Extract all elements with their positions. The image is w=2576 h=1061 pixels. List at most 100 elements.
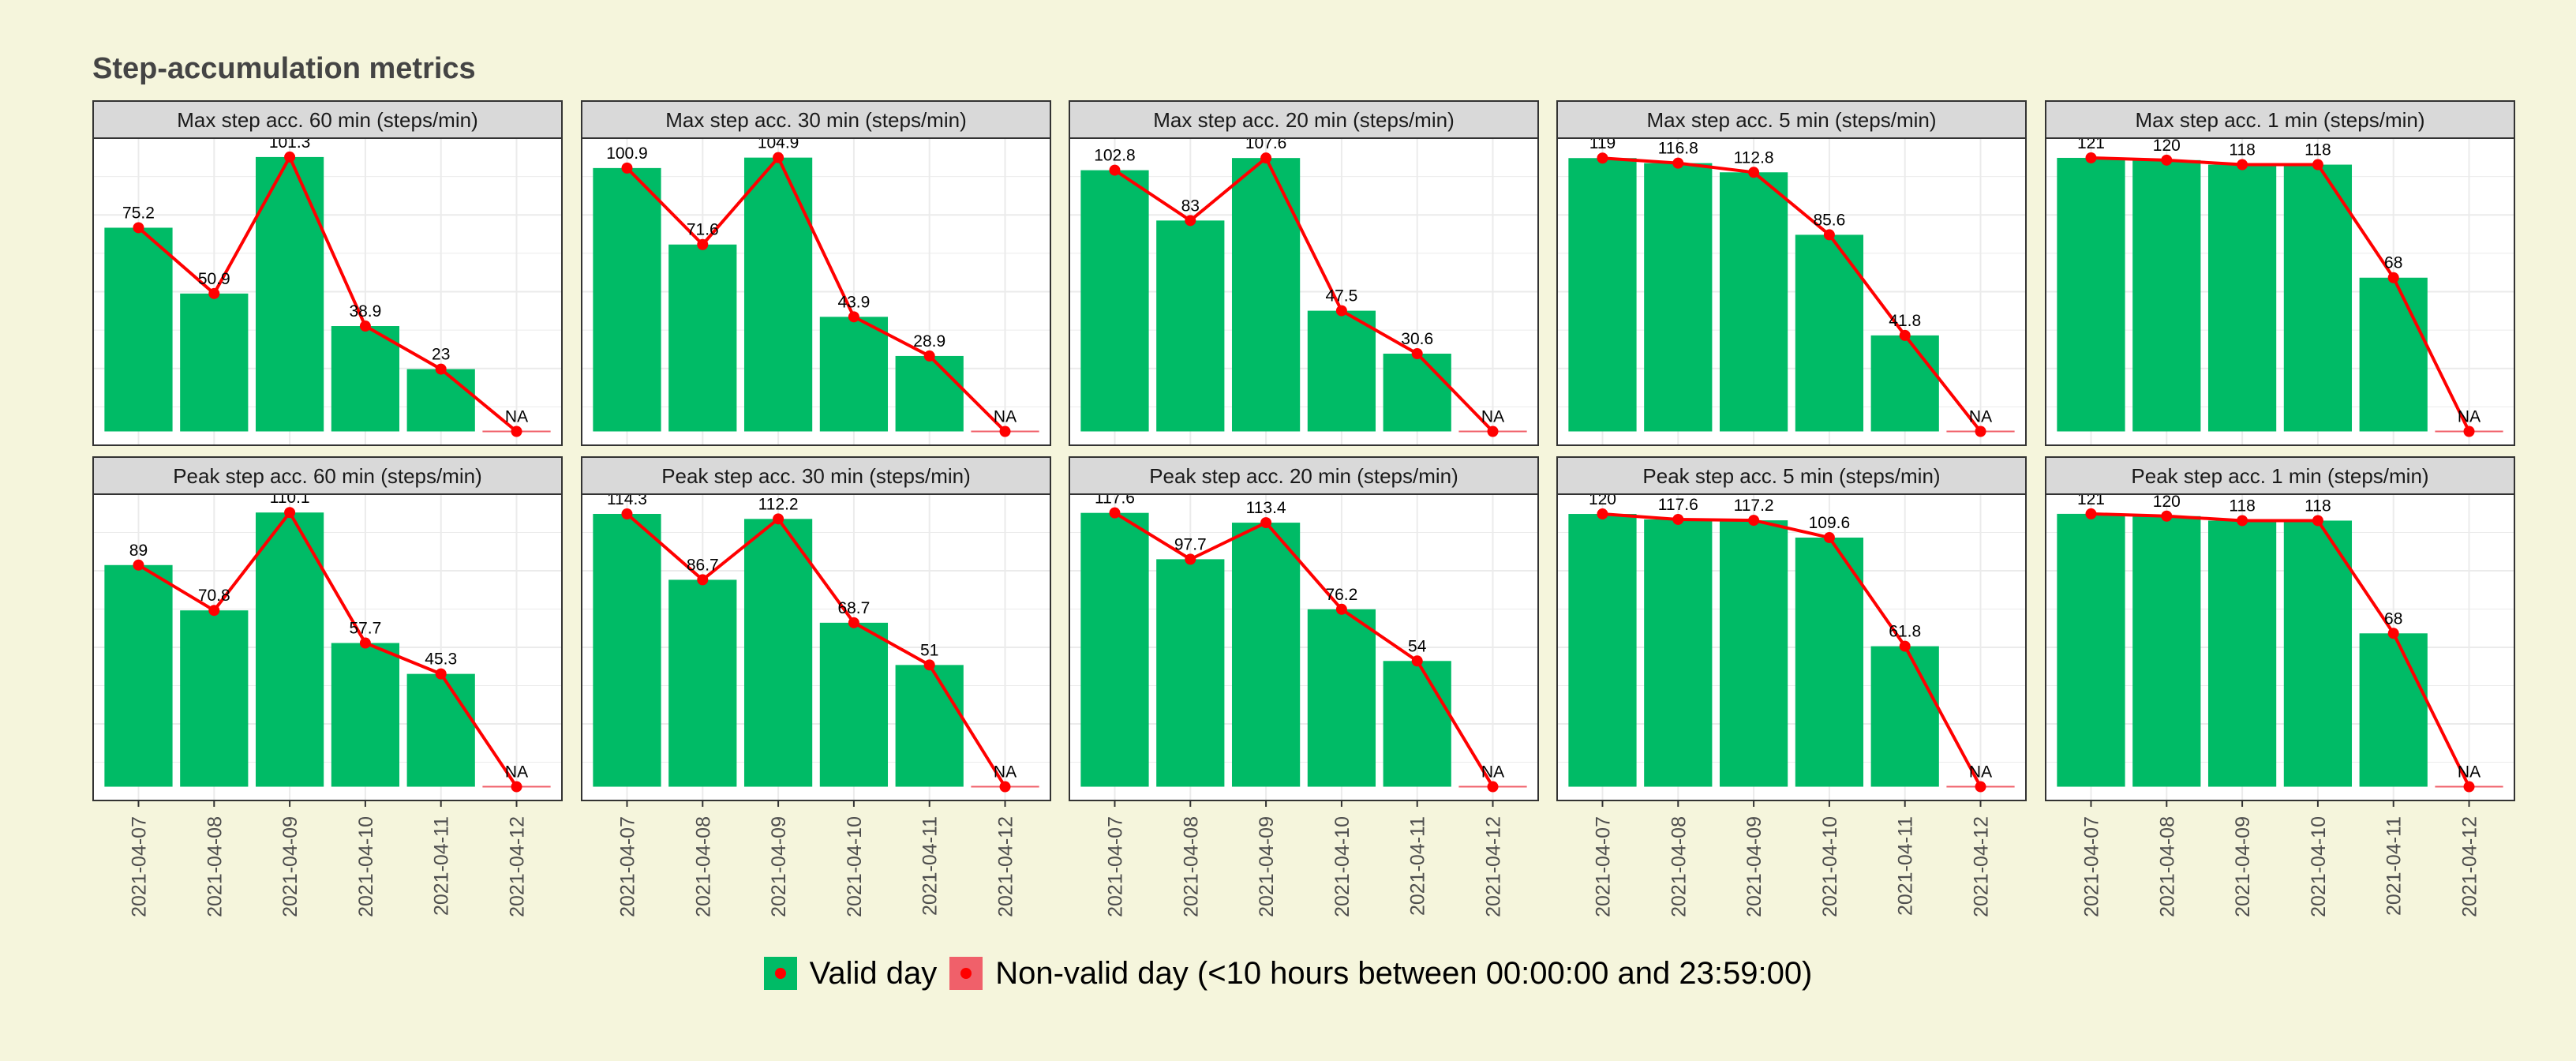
bar	[407, 369, 475, 432]
data-label: 109.6	[1809, 514, 1851, 532]
x-tick-label: 2021-04-12	[507, 816, 529, 917]
data-point	[1109, 508, 1120, 519]
bar	[2057, 158, 2125, 432]
data-point	[1000, 426, 1011, 437]
legend-dot-icon	[775, 968, 786, 979]
data-point	[1824, 532, 1835, 543]
bar	[820, 317, 888, 431]
bar	[668, 579, 736, 786]
x-tick-label: 2021-04-08	[1668, 816, 1690, 917]
bar	[1568, 514, 1636, 787]
bar	[331, 326, 399, 431]
bar	[2284, 165, 2352, 432]
x-tick-label: 2021-04-08	[204, 816, 226, 917]
data-label: 50.9	[198, 270, 230, 288]
data-point	[2085, 508, 2096, 519]
x-tick-label: 2021-04-10	[1331, 816, 1354, 917]
x-tick-label: 2021-04-07	[128, 816, 150, 917]
data-point	[2161, 155, 2172, 166]
data-label: 85.6	[1813, 211, 1845, 229]
data-point	[1000, 782, 1011, 793]
data-label: NA	[1481, 407, 1504, 426]
strip-title: Peak step acc. 1 min (steps/min)	[2131, 464, 2428, 488]
data-point	[360, 638, 371, 649]
x-tick-label: 2021-04-08	[692, 816, 714, 917]
legend-dot-icon	[960, 968, 972, 979]
data-point	[1900, 330, 1911, 341]
x-tick-label: 2021-04-11	[919, 816, 942, 916]
data-point	[133, 222, 144, 233]
data-point	[284, 507, 295, 518]
data-label: 68.7	[837, 599, 870, 617]
data-point	[1260, 517, 1271, 528]
data-point	[773, 513, 784, 524]
legend-item-non-valid: Non-valid day (<10 hours between 00:00:0…	[949, 956, 1812, 992]
data-label: 117.2	[1734, 497, 1774, 515]
strip-title: Peak step acc. 60 min (steps/min)	[173, 464, 482, 488]
x-tick-label: 2021-04-08	[2156, 816, 2178, 917]
bar	[593, 514, 661, 787]
data-label: 51	[920, 641, 938, 659]
data-label: 120	[2153, 137, 2181, 155]
x-tick-label: 2021-04-11	[431, 816, 453, 916]
bar	[896, 665, 964, 786]
bar	[331, 643, 399, 787]
data-label: NA	[505, 763, 528, 782]
data-label: 71.6	[687, 221, 719, 239]
x-tick-label: 2021-04-07	[1104, 816, 1126, 917]
data-label: 118	[2229, 497, 2255, 515]
data-label: 116.8	[1658, 140, 1698, 158]
data-point	[773, 152, 784, 163]
data-point	[2464, 782, 2475, 793]
legend-item-valid: Valid day	[764, 956, 938, 992]
data-point	[621, 163, 632, 174]
data-point	[2312, 159, 2323, 171]
data-label: 120	[2153, 493, 2181, 511]
data-point	[208, 605, 219, 616]
data-label: 28.9	[913, 332, 945, 351]
bar	[104, 227, 172, 431]
bar	[744, 158, 812, 432]
data-point	[360, 321, 371, 332]
bar	[2057, 514, 2125, 787]
bar	[1308, 311, 1376, 432]
strip-title: Max step acc. 60 min (steps/min)	[177, 108, 477, 132]
data-point	[848, 311, 859, 322]
data-label: 117.6	[1658, 496, 1698, 514]
data-point	[1672, 158, 1683, 169]
bar	[744, 519, 812, 786]
data-point	[924, 351, 935, 362]
x-tick-label: 2021-04-12	[1483, 816, 1505, 917]
data-label: 57.7	[349, 620, 381, 638]
data-label: NA	[1481, 763, 1504, 782]
data-point	[2388, 272, 2399, 283]
x-tick-label: 2021-04-07	[2080, 816, 2102, 917]
data-label: 68	[2384, 254, 2402, 272]
data-label: 30.6	[1401, 330, 1433, 348]
bar	[2360, 633, 2428, 786]
data-label: 54	[1408, 637, 1427, 655]
data-label: 89	[129, 542, 148, 560]
x-tick-label: 2021-04-10	[2308, 816, 2330, 917]
data-point	[436, 669, 447, 680]
bar	[593, 168, 661, 432]
bar	[2284, 520, 2352, 786]
data-label: 86.7	[687, 556, 719, 574]
bar	[820, 623, 888, 787]
strip-title: Peak step acc. 5 min (steps/min)	[1642, 464, 1940, 488]
data-label: 76.2	[1325, 586, 1357, 604]
data-point	[1975, 782, 1986, 793]
data-point	[1672, 514, 1683, 525]
bar	[1080, 171, 1148, 432]
data-label: 83	[1181, 197, 1200, 215]
data-label: 68	[2384, 609, 2402, 628]
data-point	[1336, 306, 1347, 317]
data-label: 112.2	[758, 495, 799, 513]
x-tick-label: 2021-04-12	[2459, 816, 2481, 917]
bar	[2360, 278, 2428, 432]
bar	[1644, 163, 1712, 432]
legend-key-valid	[764, 957, 797, 990]
x-tick-label: 2021-04-07	[616, 816, 638, 917]
data-point	[1748, 167, 1759, 178]
data-point	[2464, 426, 2475, 437]
